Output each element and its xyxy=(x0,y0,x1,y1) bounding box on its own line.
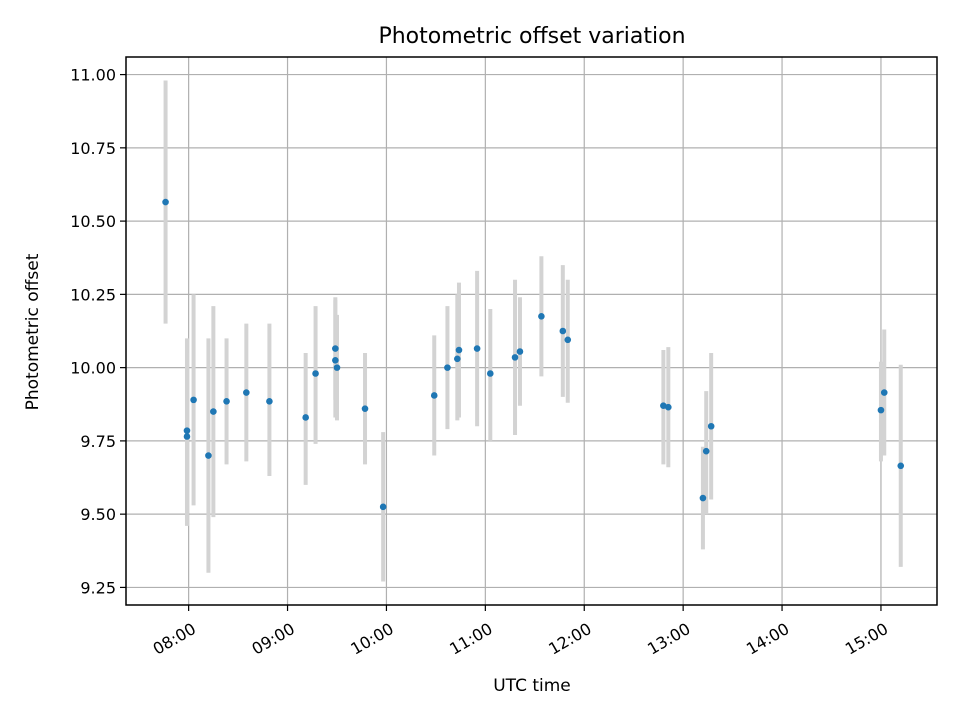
y-tick-label: 9.50 xyxy=(80,505,116,524)
y-tick-label: 10.75 xyxy=(70,139,116,158)
data-point xyxy=(511,354,519,361)
data-point xyxy=(430,392,438,399)
data-point xyxy=(444,364,451,371)
data-point xyxy=(699,494,707,502)
data-point xyxy=(454,355,461,363)
data-point xyxy=(223,398,230,405)
chart-title: Photometric offset variation xyxy=(378,24,685,49)
data-point xyxy=(361,405,369,412)
data-point xyxy=(183,427,191,434)
y-tick-label: 9.25 xyxy=(80,578,116,597)
data-point xyxy=(702,447,710,455)
data-point xyxy=(302,414,309,421)
data-point xyxy=(559,327,567,335)
data-point xyxy=(486,370,494,377)
data-point xyxy=(333,364,341,371)
data-point xyxy=(379,503,387,511)
data-point xyxy=(473,345,481,352)
data-point xyxy=(205,452,212,459)
data-point xyxy=(183,433,191,440)
data-point xyxy=(190,396,197,404)
data-point xyxy=(516,348,524,355)
data-point xyxy=(332,357,339,364)
y-tick-label: 10.00 xyxy=(70,359,116,378)
y-tick-label: 11.00 xyxy=(70,66,116,85)
data-point xyxy=(538,313,545,320)
data-point xyxy=(243,389,250,396)
data-point xyxy=(455,346,463,354)
plot-frame xyxy=(125,56,938,606)
data-point xyxy=(660,402,667,410)
data-point xyxy=(162,198,169,206)
y-tick-label: 10.25 xyxy=(70,285,116,304)
x-axis-label: UTC time xyxy=(493,676,571,696)
data-point xyxy=(266,398,273,405)
data-point xyxy=(877,406,885,414)
data-point xyxy=(880,389,888,396)
y-tick-label: 10.50 xyxy=(70,212,116,231)
y-tick-label: 9.75 xyxy=(80,432,116,451)
data-point xyxy=(665,403,672,411)
grid-layer xyxy=(126,57,937,605)
data-point xyxy=(897,462,905,470)
data-point xyxy=(332,345,339,352)
data-point xyxy=(312,370,319,377)
point-layer xyxy=(162,198,905,511)
y-axis-ticks: 9.25 9.50 9.75 10.00 10.25 10.50 10.75 11.00 xyxy=(70,66,126,597)
y-axis-label: Photometric offset xyxy=(23,253,43,410)
data-point xyxy=(564,336,572,344)
data-point xyxy=(707,422,715,430)
data-point xyxy=(210,408,217,415)
